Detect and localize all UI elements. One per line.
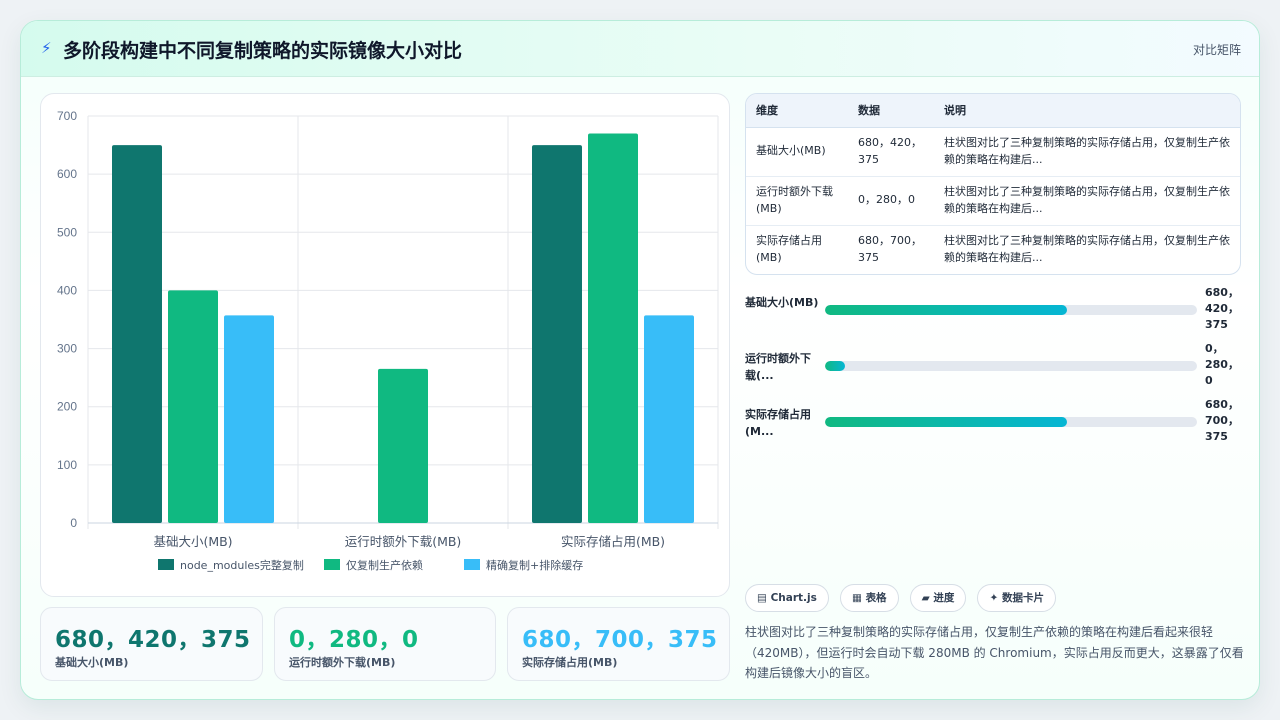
- legend-swatch: [324, 559, 340, 570]
- table-cell-data: 680，420，375: [848, 127, 934, 177]
- progress-value: 0，280，0: [1205, 342, 1239, 387]
- header-right-label: 对比矩阵: [1192, 43, 1241, 57]
- table-row: 运行时额外下载(MB) 0，280，0 柱状图对比了三种复制策略的实际存储占用，…: [746, 176, 1240, 226]
- kpi-card-actual-storage: 680，700，375 实际存储占用(MB): [507, 607, 730, 681]
- tag-label: 数据卡片: [1001, 592, 1044, 604]
- bar: [644, 315, 694, 523]
- dashboard-frame: ⚡ 多阶段构建中不同复制策略的实际镜像大小对比 对比矩阵 0 100 200 300 4…: [20, 20, 1260, 700]
- table-header-row: 维度 数据 说明: [746, 94, 1240, 128]
- y-tick-label: 200: [57, 400, 77, 414]
- table-cell-desc: 柱状图对比了三种复制策略的实际存储占用，仅复制生产依赖的策略在构建后...: [944, 185, 1230, 215]
- chart-icon: ▤: [757, 592, 767, 604]
- progress-label: 基础大小(MB): [745, 296, 819, 309]
- progress-label: 运行时额外下载(...: [745, 352, 811, 382]
- table-header-cell: 数据: [848, 94, 934, 128]
- data-table-card: 维度 数据 说明 基础大小(MB) 680，420，375 柱状图对比了三种复制…: [745, 93, 1241, 275]
- table-cell-data: 680，700，375: [858, 234, 922, 264]
- progress-label: 实际存储占用(M...: [745, 408, 811, 438]
- summary-text: 柱状图对比了三种复制策略的实际存储占用，仅复制生产依赖的策略在构建后看起来很轻（…: [745, 625, 1244, 681]
- table-cell-dimension: 实际存储占用(MB): [756, 234, 822, 264]
- bar: [112, 145, 162, 524]
- sparkle-icon: ✦: [989, 592, 999, 604]
- kpi-label: 实际存储占用(MB): [522, 656, 618, 669]
- y-tick-label: 300: [57, 342, 77, 356]
- tag-table[interactable]: ▦ 表格: [839, 584, 899, 612]
- table-row: 基础大小(MB) 680，420，375 柱状图对比了三种复制策略的实际存储占用…: [746, 127, 1240, 177]
- y-tick-label: 100: [57, 458, 77, 472]
- legend-label: 精确复制+排除缓存: [486, 558, 583, 572]
- header: ⚡ 多阶段构建中不同复制策略的实际镜像大小对比 对比矩阵: [21, 21, 1259, 77]
- bar: [168, 290, 218, 523]
- table-cell-dimension: 运行时额外下载(MB): [746, 176, 848, 226]
- tag-chartjs[interactable]: ▤ Chart.js: [745, 584, 829, 612]
- kpi-label: 运行时额外下载(MB): [289, 656, 396, 669]
- page-title: 多阶段构建中不同复制策略的实际镜像大小对比: [63, 40, 463, 62]
- tag-list: ▤ Chart.js ▦ 表格 ▰ 进度 ✦ 数据卡片: [745, 584, 1062, 612]
- legend-swatch: [158, 559, 174, 570]
- table-header-cell: 说明: [934, 94, 1240, 128]
- bar: [224, 315, 274, 523]
- kpi-card-runtime-download: 0，280，0 运行时额外下载(MB): [274, 607, 496, 681]
- table-row: 实际存储占用(MB) 680，700，375 柱状图对比了三种复制策略的实际存储…: [746, 225, 1240, 274]
- legend-swatch: [464, 559, 480, 570]
- y-tick-label: 400: [57, 283, 77, 297]
- bar-chart-card: 0 100 200 300 400 500 600 700 基础大小(MB) 运行时额外下载(MB…: [40, 93, 730, 597]
- kpi-value: 0，280，0: [289, 627, 419, 653]
- bar: [532, 145, 582, 524]
- tag-label: 进度: [933, 592, 955, 604]
- y-tick-label: 600: [57, 167, 77, 181]
- progress-track: [825, 305, 1197, 315]
- lightning-icon: ⚡: [41, 39, 52, 57]
- bar-chart: 0 100 200 300 400 500 600 700 基础大小(MB) 运行时额外下载(MB…: [57, 109, 719, 572]
- progress-row-base-size: 基础大小(MB) 680，420，375: [745, 286, 1241, 337]
- table-cell-desc: 柱状图对比了三种复制策略的实际存储占用，仅复制生产依赖的策略在构建后...: [944, 234, 1230, 264]
- kpi-label: 基础大小(MB): [55, 656, 129, 669]
- tag-progress[interactable]: ▰ 进度: [909, 584, 967, 612]
- legend-label: node_modules完整复制: [180, 558, 304, 572]
- tag-label: Chart.js: [770, 592, 817, 604]
- legend-label: 仅复制生产依赖: [346, 558, 423, 572]
- table-cell-desc: 柱状图对比了三种复制策略的实际存储占用，仅复制生产依赖的策略在构建后...: [944, 136, 1230, 166]
- y-tick-label: 0: [70, 516, 77, 530]
- progress-value: 680，700，375: [1205, 398, 1239, 443]
- y-tick-label: 700: [57, 109, 77, 123]
- kpi-value: 680，700，375: [522, 627, 718, 653]
- bar: [378, 368, 428, 523]
- table-cell-data: 0，280，0: [848, 176, 934, 226]
- table-cell-dimension: 基础大小(MB): [746, 127, 848, 177]
- bar: [588, 133, 638, 523]
- progress-track: [825, 417, 1197, 427]
- table-icon: ▦: [851, 592, 862, 604]
- data-table: 维度 数据 说明 基础大小(MB) 680，420，375 柱状图对比了三种复制…: [746, 94, 1240, 274]
- x-tick-label: 实际存储占用(MB): [561, 534, 665, 549]
- progress-value: 680，420，375: [1205, 286, 1239, 331]
- progress-fill: [825, 361, 846, 371]
- progress-track: [825, 361, 1197, 371]
- x-tick-label: 基础大小(MB): [153, 534, 232, 549]
- y-tick-label: 500: [57, 225, 77, 239]
- tag-data-card[interactable]: ✦ 数据卡片: [977, 584, 1056, 612]
- tag-label: 表格: [865, 592, 887, 604]
- progress-fill: [825, 417, 1067, 427]
- progress-icon: ▰: [921, 592, 930, 604]
- progress-fill: [825, 305, 1067, 315]
- x-tick-label: 运行时额外下载(MB): [345, 534, 462, 549]
- progress-row-runtime-download: 运行时额外下载(... 0，280，0: [745, 342, 1241, 393]
- kpi-value: 680，420，375: [55, 627, 251, 653]
- progress-row-actual-storage: 实际存储占用(M... 680，700，375: [745, 398, 1241, 449]
- table-header-cell: 维度: [746, 94, 848, 128]
- kpi-card-base-size: 680，420，375 基础大小(MB): [40, 607, 263, 681]
